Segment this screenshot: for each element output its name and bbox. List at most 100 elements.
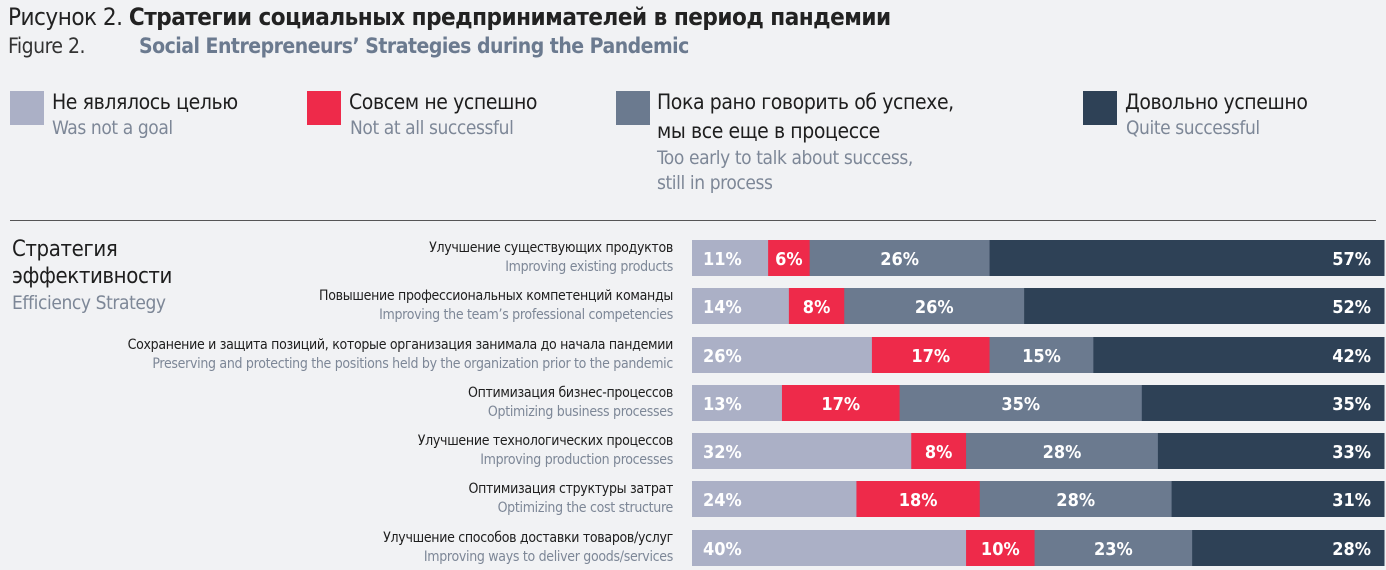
legend-swatch-too-early bbox=[616, 91, 650, 125]
bar-segment bbox=[1192, 530, 1385, 566]
data-label: 57% bbox=[1332, 249, 1371, 270]
data-label: 28% bbox=[1056, 490, 1095, 511]
bar-segment bbox=[856, 481, 981, 517]
bar-segment bbox=[692, 240, 769, 276]
group-label-ru: Стратегия bbox=[12, 237, 118, 262]
data-label: 35% bbox=[1332, 394, 1371, 415]
data-label: 15% bbox=[1022, 346, 1061, 367]
bar-segment bbox=[692, 337, 873, 373]
bar-segment bbox=[911, 433, 967, 469]
row-label-ru: Оптимизация бизнес-процессов bbox=[467, 385, 673, 401]
legend-swatch-quite-successful bbox=[1083, 91, 1117, 125]
data-label: 32% bbox=[703, 442, 742, 463]
row-label-ru: Сохранение и защита позиций, которые орг… bbox=[127, 337, 674, 353]
row-label: Оптимизация бизнес-процессов Optimizing b… bbox=[468, 384, 673, 422]
title-ru: Стратегии социальных предпринимателей в … bbox=[128, 3, 891, 31]
title-en: Social Entrepreneurs’ Strategies during … bbox=[139, 34, 689, 58]
bar-segment bbox=[1157, 433, 1385, 469]
data-label: 23% bbox=[1094, 539, 1133, 560]
bar-segment bbox=[809, 240, 991, 276]
legend-label-ru: Совсем не успешно bbox=[349, 90, 538, 114]
data-label: 11% bbox=[703, 249, 742, 270]
data-label: 10% bbox=[981, 539, 1020, 560]
data-label: 33% bbox=[1332, 442, 1371, 463]
bar-segment bbox=[692, 530, 967, 566]
row-label: Улучшение способов доставки товаров/услу… bbox=[383, 529, 673, 567]
data-label: 35% bbox=[1001, 394, 1040, 415]
row-label: Оптимизация структуры затрат Optimizing t… bbox=[468, 480, 673, 518]
row-label-ru: Улучшение технологических процессов bbox=[417, 433, 674, 449]
data-label: 28% bbox=[1043, 442, 1082, 463]
bar-segment bbox=[979, 481, 1173, 517]
data-label: 42% bbox=[1332, 346, 1371, 367]
data-label: 52% bbox=[1332, 297, 1371, 318]
row-label-en: Improving existing products bbox=[505, 259, 673, 275]
row-label-en: Improving production processes bbox=[480, 452, 673, 468]
row-label: Улучшение существующих продуктов Improvin… bbox=[429, 239, 673, 277]
bar-segment bbox=[989, 337, 1094, 373]
legend-label-en: Not at all successful bbox=[350, 117, 514, 139]
figure-number-ru: Рисунок 2. bbox=[8, 3, 123, 31]
data-label: 40% bbox=[703, 539, 742, 560]
legend-swatch-not-successful bbox=[307, 91, 341, 125]
group-label: Стратегия эффективности Efficiency Strat… bbox=[12, 236, 172, 317]
figure-number-en: Figure 2. bbox=[8, 34, 86, 58]
bar-segment bbox=[1093, 337, 1385, 373]
data-label: 8% bbox=[803, 297, 831, 318]
bar-segment bbox=[899, 385, 1143, 421]
row-label: Сохранение и защита позиций, которые орг… bbox=[127, 336, 674, 374]
legend-label-en: still in process bbox=[657, 172, 773, 194]
bar-segment bbox=[768, 240, 811, 276]
legend-swatch-not-goal bbox=[10, 91, 44, 125]
bar-segment bbox=[989, 240, 1385, 276]
legend-label-ru: Пока рано говорить об успехе, bbox=[657, 90, 954, 114]
data-label: 14% bbox=[703, 297, 742, 318]
legend-label-en: Quite successful bbox=[1126, 117, 1260, 139]
bar-segment bbox=[871, 337, 991, 373]
data-label: 6% bbox=[775, 249, 803, 270]
data-label: 31% bbox=[1332, 490, 1371, 511]
bar-segment bbox=[1141, 385, 1385, 421]
row-label-en: Optimizing business processes bbox=[487, 404, 673, 420]
data-label: 24% bbox=[703, 490, 742, 511]
row-label-en: Improving the team’s professional compet… bbox=[379, 307, 673, 323]
row-label-ru: Оптимизация структуры затрат bbox=[468, 481, 673, 497]
data-label: 13% bbox=[703, 394, 742, 415]
data-label: 8% bbox=[925, 442, 953, 463]
bar-segment bbox=[966, 530, 1036, 566]
bar-segment bbox=[692, 481, 857, 517]
data-label: 26% bbox=[915, 297, 954, 318]
bar-segment bbox=[692, 288, 790, 324]
legend-label-ru: Не являлось целью bbox=[52, 90, 238, 114]
bar-segment bbox=[1024, 288, 1385, 324]
row-label-en: Optimizing the cost structure bbox=[497, 500, 674, 516]
bar-segment bbox=[1034, 530, 1193, 566]
figure-title-en: Figure 2. Social Entrepreneurs’ Strategie… bbox=[8, 34, 689, 58]
legend-label-en: Too early to talk about success, bbox=[657, 147, 913, 169]
group-label-en: Efficiency Strategy bbox=[12, 292, 166, 314]
data-label: 26% bbox=[703, 346, 742, 367]
bar-segment bbox=[781, 385, 901, 421]
row-label: Улучшение технологических процессов Impro… bbox=[417, 432, 674, 470]
legend-label-en: Was not a goal bbox=[52, 117, 173, 139]
row-label-ru: Улучшение существующих продуктов bbox=[429, 240, 673, 256]
divider bbox=[10, 220, 1376, 221]
data-label: 28% bbox=[1332, 539, 1371, 560]
row-label: Повышение профессиональных компетенций к… bbox=[319, 287, 673, 325]
group-label-ru: эффективности bbox=[12, 264, 173, 289]
legend-label-ru: мы все еще в процессе bbox=[657, 119, 880, 143]
bar-segment bbox=[966, 433, 1159, 469]
figure-title-ru: Рисунок 2. Стратегии социальных предприн… bbox=[8, 3, 891, 31]
bar-segment bbox=[692, 385, 783, 421]
row-label-en: Preserving and protecting the positions … bbox=[152, 356, 673, 372]
row-label-ru: Повышение профессиональных компетенций к… bbox=[319, 288, 673, 304]
data-label: 26% bbox=[880, 249, 919, 270]
data-label: 17% bbox=[821, 394, 860, 415]
bar-segment bbox=[788, 288, 845, 324]
data-label: 17% bbox=[911, 346, 950, 367]
row-label-en: Improving ways to deliver goods/services bbox=[423, 549, 673, 565]
legend-label-ru: Довольно успешно bbox=[1125, 90, 1308, 114]
bar-segment bbox=[692, 433, 912, 469]
row-label-ru: Улучшение способов доставки товаров/услу… bbox=[383, 530, 673, 546]
